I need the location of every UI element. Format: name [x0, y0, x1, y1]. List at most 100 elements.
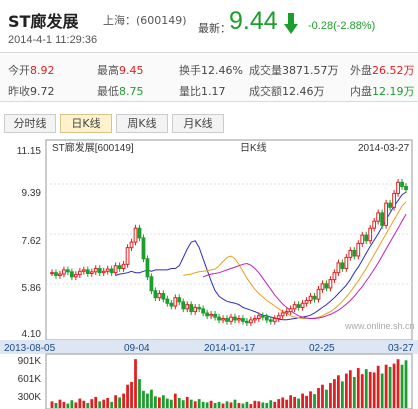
candle [332, 269, 337, 283]
volume-bar [317, 388, 320, 408]
candle [320, 280, 325, 293]
volume-bar [90, 399, 94, 408]
candle [300, 299, 305, 311]
tab-monthly-k[interactable]: 月K线 [172, 114, 224, 133]
candle-body [58, 273, 62, 276]
volume-bar [348, 370, 352, 408]
candle-body [173, 297, 178, 307]
candle [185, 301, 190, 313]
candle-body [85, 269, 90, 275]
candle [85, 266, 90, 277]
volume-bar [201, 401, 205, 408]
candle [221, 315, 225, 324]
volume-bar [313, 394, 316, 408]
candle-body [276, 315, 281, 320]
candle [133, 224, 138, 246]
candle [245, 317, 249, 327]
candle [352, 247, 357, 260]
candle [177, 294, 182, 306]
candle [241, 315, 245, 325]
candle-body [320, 283, 325, 290]
candle [292, 301, 297, 313]
volume-tick-label: 601K [18, 374, 42, 385]
candle [368, 224, 373, 245]
candle-body [292, 304, 297, 310]
candle-body [336, 262, 341, 274]
candle-body [197, 306, 202, 310]
ma5-line [115, 191, 407, 321]
candle [312, 292, 317, 303]
candle [268, 316, 273, 325]
candle-body [129, 241, 134, 249]
candle-body [66, 269, 70, 273]
candle-body [252, 318, 257, 321]
candle [225, 315, 229, 325]
candle [129, 238, 134, 251]
volume-bar [177, 398, 181, 408]
candle-body [256, 315, 261, 320]
volume-tick-label: 300K [18, 392, 42, 403]
candle [141, 234, 146, 263]
candle-body [133, 227, 138, 243]
kline-chart: ST廊发展[600149] 日K线 2014-03-27 11.15 9.39 … [0, 132, 418, 409]
candle-body [352, 249, 357, 257]
volume-bar [344, 373, 348, 408]
volume-bar [138, 379, 141, 408]
candle-body [260, 315, 265, 318]
kline-chart-svg: ST廊发展[600149] 日K线 2014-03-27 11.15 9.39 … [0, 139, 418, 409]
candle-body [157, 293, 162, 299]
candle [288, 305, 293, 315]
volume-bar [114, 395, 118, 408]
candle [376, 209, 381, 225]
tab-intraday[interactable]: 分时线 [4, 114, 56, 133]
x-tick-label: 02-25 [309, 343, 335, 354]
volume-bars [50, 359, 408, 408]
volume-bar [396, 359, 400, 408]
candle [364, 231, 369, 245]
candle-body [113, 265, 118, 274]
volume-bar [213, 403, 217, 408]
candle-body [101, 270, 106, 274]
candle [336, 259, 341, 277]
candle [201, 305, 206, 317]
volume-bar [229, 402, 233, 408]
candle [105, 265, 110, 275]
candle [205, 309, 210, 320]
volume-bar [301, 393, 304, 408]
volume-bar [309, 391, 312, 408]
volume-bar [130, 381, 133, 408]
candle-body [125, 247, 130, 265]
candle-body [181, 301, 186, 310]
volume-bar [400, 364, 404, 408]
candle [125, 244, 130, 268]
candle [256, 312, 261, 322]
candle-body [296, 304, 301, 308]
tab-daily-k[interactable]: 日K线 [60, 114, 112, 133]
volume-bar [189, 399, 193, 408]
candle [213, 311, 217, 321]
candle-body [340, 262, 345, 269]
candle-body [149, 276, 154, 292]
candle [360, 231, 365, 247]
candle-body [201, 308, 206, 314]
volume-bar [269, 400, 273, 408]
tab-weekly-k[interactable]: 周K线 [116, 114, 168, 133]
candle [101, 267, 106, 277]
candle-body [300, 302, 305, 308]
volume-bar [158, 397, 161, 408]
candle-body [280, 312, 285, 317]
volume-bar [384, 364, 388, 408]
candle-body [193, 306, 198, 313]
candle-body [245, 320, 249, 324]
candle-body [304, 299, 309, 304]
volume-bar [118, 397, 121, 408]
stat-low: 最低8.75 [97, 85, 144, 98]
volume-bar [70, 400, 74, 408]
volume-bar [261, 402, 265, 408]
volume-bar [181, 400, 185, 408]
candle-body [217, 316, 221, 321]
y-tick-label: 11.15 [17, 146, 42, 157]
volume-bar [340, 381, 344, 408]
volume-bar [265, 403, 269, 408]
candle-body [288, 308, 293, 313]
